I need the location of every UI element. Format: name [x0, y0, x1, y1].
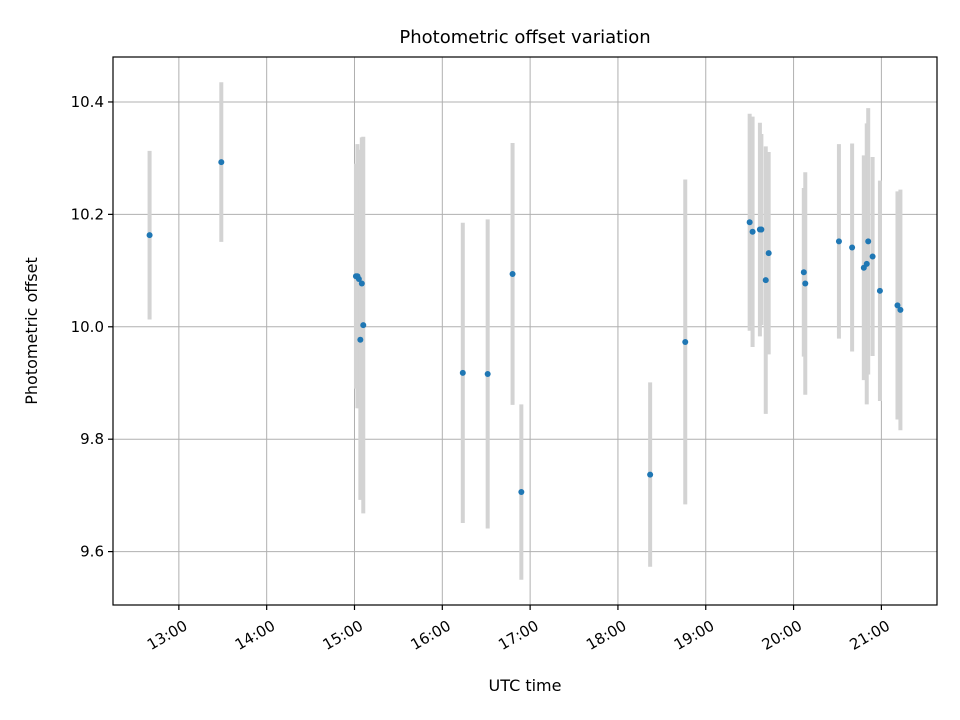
y-axis-label: Photometric offset: [22, 257, 41, 405]
grid: [113, 57, 937, 605]
data-point: [647, 471, 654, 478]
data-point: [749, 228, 756, 235]
data-point: [869, 253, 876, 260]
data-point: [876, 287, 883, 294]
data-point: [849, 244, 856, 251]
data-point: [360, 322, 367, 329]
data-point: [509, 270, 516, 277]
chart-title: Photometric offset variation: [399, 27, 650, 48]
data-point: [802, 280, 809, 287]
y-axis-ticks: 9.6 9.8 10.0 10.2 10.4: [71, 93, 113, 561]
data-point: [835, 238, 842, 245]
data-point: [765, 250, 772, 257]
data-point: [518, 489, 525, 496]
y-tick-label: 10.2: [71, 205, 104, 223]
data-point: [146, 232, 153, 239]
y-tick-label: 10.0: [71, 318, 104, 336]
data-point: [218, 159, 225, 166]
data-point: [357, 336, 364, 343]
y-tick-label: 9.6: [80, 543, 104, 561]
data-point: [355, 276, 362, 283]
data-points: [146, 159, 904, 496]
data-point: [484, 370, 491, 377]
data-point: [358, 280, 365, 287]
data-point: [682, 338, 689, 345]
data-point: [762, 277, 769, 284]
data-point: [459, 369, 466, 376]
data-point: [894, 302, 901, 309]
data-point: [897, 306, 904, 313]
plot-frame: [112, 56, 938, 606]
data-point: [800, 269, 807, 276]
data-point: [746, 219, 753, 226]
y-tick-label: 10.4: [71, 93, 104, 111]
data-point: [865, 238, 872, 245]
data-point: [758, 226, 765, 233]
data-point: [863, 260, 870, 267]
x-axis-label: UTC time: [489, 676, 562, 695]
y-tick-label: 9.8: [80, 430, 104, 448]
